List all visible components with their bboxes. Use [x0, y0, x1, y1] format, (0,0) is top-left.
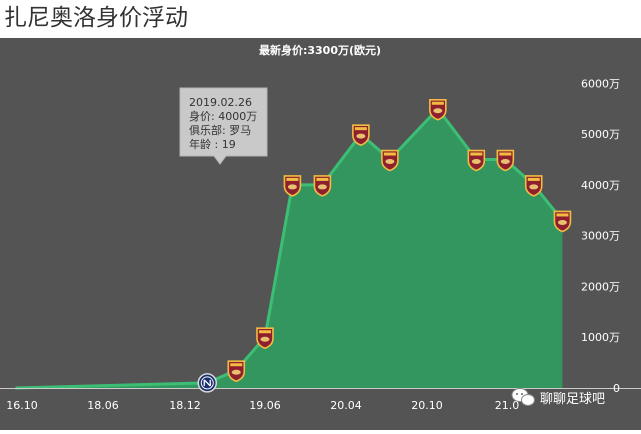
tooltip-club: 俱乐部: 罗马 [189, 123, 251, 137]
x-axis: 16.10 18.06 18.12 19.06 20.04 20.10 21.0 [0, 388, 641, 412]
y-tick-label: 5000万 [581, 128, 620, 141]
roma-badge-icon [313, 175, 332, 197]
roma-badge-icon [227, 360, 246, 383]
tooltip: 2019.02.26 身价: 4000万 俱乐部: 罗马 年龄 : 19 [179, 87, 268, 165]
roma-badge-icon [429, 98, 447, 121]
x-tick-label: 16.10 [6, 399, 38, 412]
market-value-chart: 最新身价:3300万(欧元) 16.10 18.06 18.12 19.06 20.04… [0, 38, 641, 430]
tooltip-date: 2019.02.26 [189, 96, 252, 109]
roma-badge-icon [352, 124, 370, 147]
y-tick-label: 6000万 [581, 77, 620, 90]
roma-badge-icon [256, 327, 274, 350]
y-tick-label: 1000万 [581, 331, 620, 344]
watermark-text: 聊聊足球吧 [540, 392, 605, 407]
tooltip-age: 年龄 : 19 [189, 137, 236, 151]
x-tick-label: 20.10 [411, 399, 443, 412]
chart-title: 最新身价:3300万(欧元) [259, 43, 381, 57]
y-tick-label: 4000万 [581, 179, 620, 192]
roma-badge-icon [553, 210, 572, 233]
x-tick-label: 19.06 [249, 399, 281, 412]
y-tick-label: 3000万 [581, 230, 620, 243]
inter-badge-icon [197, 373, 218, 393]
watermark: 聊聊足球吧 [511, 388, 605, 407]
y-tick-label: 2000万 [581, 280, 620, 293]
value-area [15, 108, 563, 389]
roma-badge-icon [283, 175, 302, 197]
roma-badge-icon [467, 149, 486, 172]
tooltip-value: 身价: 4000万 [189, 109, 257, 123]
roma-badge-icon [496, 149, 515, 172]
page-title: 扎尼奥洛身价浮动 [4, 5, 188, 31]
roma-badge-icon [524, 175, 543, 197]
roma-badge-icon [381, 149, 399, 172]
wechat-icon [511, 388, 535, 406]
marker-layer [197, 98, 572, 393]
tooltip-box [179, 87, 268, 165]
chart-svg: 最新身价:3300万(欧元) 16.10 18.06 18.12 19.06 20.04… [0, 38, 641, 430]
x-tick-label: 21.0 [495, 399, 520, 412]
x-tick-label: 18.06 [87, 399, 119, 412]
y-tick-label: 0 [613, 382, 620, 395]
y-axis: 0 1000万 2000万 3000万 4000万 5000万 6000万 [581, 77, 620, 395]
x-tick-label: 18.12 [169, 399, 201, 412]
x-tick-label: 20.04 [330, 399, 362, 412]
